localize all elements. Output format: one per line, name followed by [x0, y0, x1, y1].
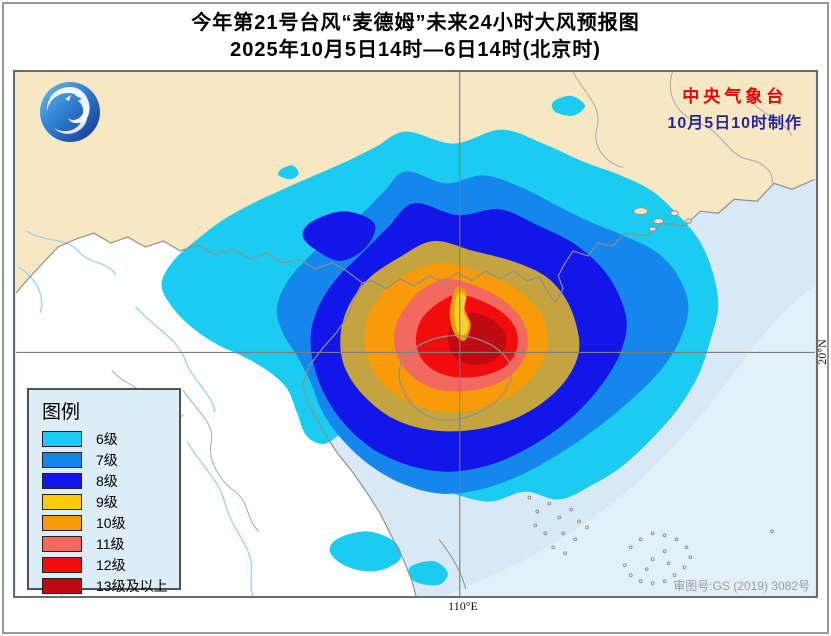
map-subtitle-dates: 2025年10月5日14时—6日14时(北京时)	[230, 39, 601, 61]
wind-legend: 图例 6级 7级 8级 9级 10级 11级 12级	[27, 388, 181, 594]
legend-swatch-13	[42, 577, 82, 594]
legend-label-11: 11级	[96, 535, 125, 552]
title-block: 今年第21号台风“麦德姆”未来24小时大风预报图 2025年10月5日14时—6…	[0, 10, 831, 64]
legend-title: 图例	[42, 402, 81, 423]
legend-label-13: 13级及以上	[96, 577, 168, 594]
agency-name: 中央气象台	[682, 87, 788, 106]
legend-label-12: 12级	[96, 556, 126, 573]
legend-label-8: 8级	[96, 472, 118, 489]
legend-label-7: 7级	[96, 451, 118, 468]
legend-swatch-10	[42, 514, 82, 531]
cma-logo-icon	[40, 82, 100, 142]
legend-swatch-8	[42, 472, 82, 489]
legend-swatch-11	[42, 535, 82, 552]
issued-time: 10月5日10时制作	[667, 115, 802, 132]
legend-item-9: 9级	[42, 491, 179, 512]
latitude-label: 20°N	[815, 339, 829, 365]
legend-item-10: 10级	[42, 512, 179, 533]
legend-swatch-9	[42, 493, 82, 510]
legend-item-13: 13级及以上	[42, 575, 179, 596]
map-title: 今年第21号台风“麦德姆”未来24小时大风预报图	[191, 12, 640, 34]
legend-item-6: 6级	[42, 428, 179, 449]
longitude-label: 110°E	[448, 599, 478, 613]
legend-swatch-6	[42, 430, 82, 447]
map-panel: 中央气象台 10月5日10时制作 图例 6级 7级 8级 9级 10级	[13, 70, 818, 598]
agency-block: 中央气象台 10月5日10时制作	[668, 82, 803, 133]
legend-label-9: 9级	[96, 493, 118, 510]
legend-item-7: 7级	[42, 449, 179, 470]
legend-item-11: 11级	[42, 533, 179, 554]
legend-item-8: 8级	[42, 470, 179, 491]
legend-swatch-7	[42, 451, 82, 468]
legend-swatch-12	[42, 556, 82, 573]
legend-item-12: 12级	[42, 554, 179, 575]
legend-label-6: 6级	[96, 430, 118, 447]
legend-label-10: 10级	[96, 514, 126, 531]
map-approval-number: 审图号:GS (2019) 3082号	[673, 579, 810, 593]
